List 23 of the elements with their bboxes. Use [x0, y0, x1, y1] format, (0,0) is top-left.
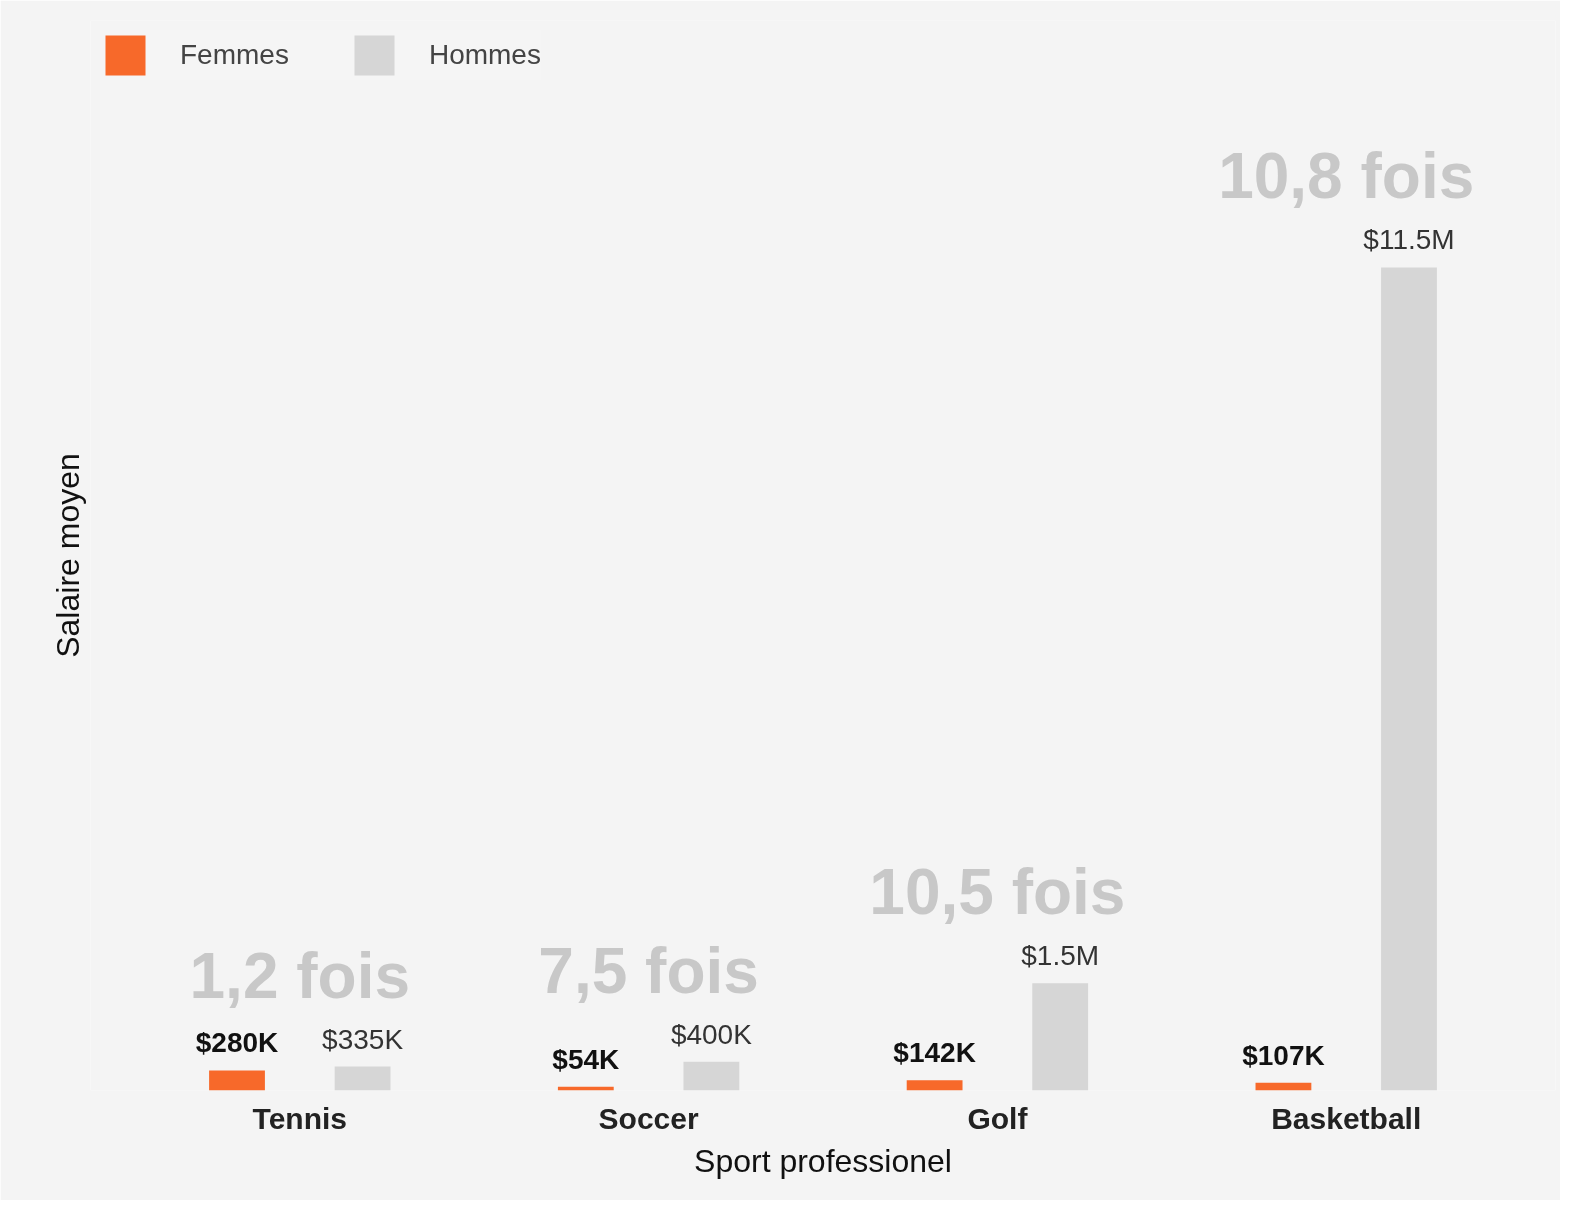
data-label: $142K — [893, 1037, 976, 1069]
bar — [209, 1070, 265, 1091]
data-label: $280K — [195, 1027, 279, 1059]
y-axis-title: Salaire moyen — [49, 453, 86, 658]
bar — [334, 1066, 391, 1091]
data-label: $107K — [1242, 1039, 1325, 1071]
data-label: $1.5M — [1021, 940, 1100, 972]
bar — [1255, 1082, 1312, 1091]
legend-label: Femmes — [180, 39, 289, 71]
data-label: $335K — [322, 1023, 404, 1055]
data-label: $400K — [670, 1018, 753, 1050]
legend-label: Hommes — [428, 39, 541, 71]
bar — [1032, 983, 1089, 1091]
x-tick-label: Tennis — [252, 1101, 348, 1135]
x-axis-title: Sport professionel — [694, 1142, 952, 1179]
bar — [683, 1061, 740, 1091]
data-label: $54K — [552, 1043, 620, 1075]
x-tick-label: Soccer — [598, 1101, 699, 1135]
x-tick-label: Basketball — [1271, 1101, 1422, 1135]
x-tick-label: Golf — [967, 1101, 1029, 1135]
bar — [906, 1080, 963, 1091]
data-label: $11.5M — [1363, 224, 1455, 256]
bar — [1381, 267, 1437, 1091]
